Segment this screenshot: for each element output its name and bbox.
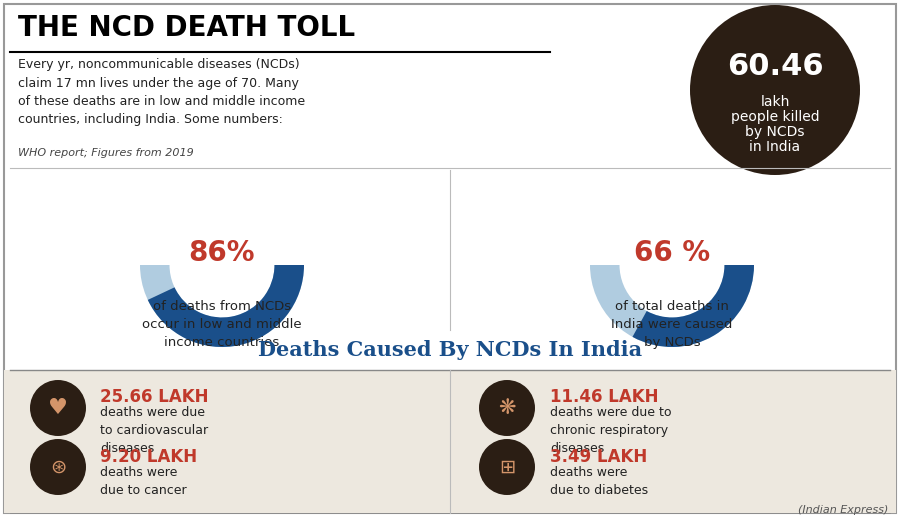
Text: Deaths Caused By NCDs In India: Deaths Caused By NCDs In India xyxy=(258,340,642,360)
Text: ❋: ❋ xyxy=(499,398,516,418)
Text: 60.46: 60.46 xyxy=(726,52,824,81)
Text: 3.49 LAKH: 3.49 LAKH xyxy=(550,448,647,466)
Circle shape xyxy=(479,380,535,436)
Text: lakh: lakh xyxy=(760,95,789,109)
Text: THE NCD DEATH TOLL: THE NCD DEATH TOLL xyxy=(18,14,356,42)
Wedge shape xyxy=(633,265,754,347)
Text: 25.66 LAKH: 25.66 LAKH xyxy=(100,388,209,406)
Text: ♥: ♥ xyxy=(48,398,68,418)
Text: 9.20 LAKH: 9.20 LAKH xyxy=(100,448,197,466)
FancyBboxPatch shape xyxy=(4,4,896,513)
Text: deaths were due
to cardiovascular
diseases: deaths were due to cardiovascular diseas… xyxy=(100,406,208,455)
Circle shape xyxy=(30,439,86,495)
Wedge shape xyxy=(148,265,304,347)
Text: deaths were
due to cancer: deaths were due to cancer xyxy=(100,466,186,497)
Circle shape xyxy=(479,439,535,495)
Text: 86%: 86% xyxy=(189,239,256,267)
Text: ⊞: ⊞ xyxy=(499,458,515,477)
Circle shape xyxy=(30,380,86,436)
Text: (Indian Express): (Indian Express) xyxy=(797,505,888,515)
Circle shape xyxy=(690,5,860,175)
FancyBboxPatch shape xyxy=(4,370,896,513)
Text: of deaths from NCDs
occur in low and middle
income countries: of deaths from NCDs occur in low and mid… xyxy=(142,300,302,349)
Text: 66 %: 66 % xyxy=(634,239,710,267)
Text: 11.46 LAKH: 11.46 LAKH xyxy=(550,388,659,406)
Wedge shape xyxy=(140,265,304,347)
Text: people killed: people killed xyxy=(731,110,819,124)
Text: ⊛: ⊛ xyxy=(50,458,67,477)
Text: in India: in India xyxy=(750,140,801,154)
Text: deaths were
due to diabetes: deaths were due to diabetes xyxy=(550,466,648,497)
Text: Every yr, noncommunicable diseases (NCDs)
claim 17 mn lives under the age of 70.: Every yr, noncommunicable diseases (NCDs… xyxy=(18,58,305,127)
Text: WHO report; Figures from 2019: WHO report; Figures from 2019 xyxy=(18,148,194,158)
Text: deaths were due to
chronic respiratory
diseases: deaths were due to chronic respiratory d… xyxy=(550,406,671,455)
Text: by NCDs: by NCDs xyxy=(745,125,805,139)
Text: of total deaths in
India were caused
by NCDs: of total deaths in India were caused by … xyxy=(611,300,733,349)
Wedge shape xyxy=(590,265,754,347)
